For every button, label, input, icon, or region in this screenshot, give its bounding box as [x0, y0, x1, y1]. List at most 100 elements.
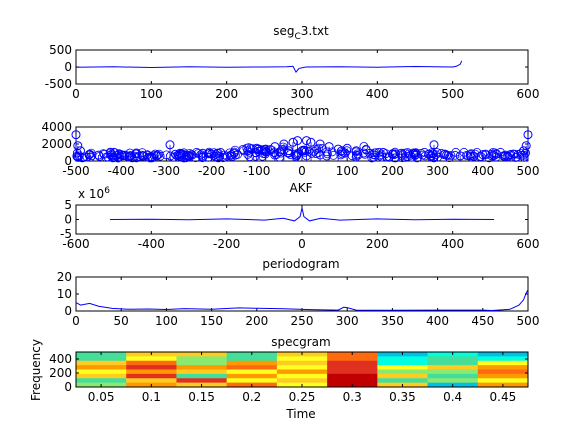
specgram-cell — [126, 369, 177, 375]
spectrum-point — [429, 140, 439, 150]
specgram-cell — [427, 365, 479, 371]
specgram-cell — [176, 360, 228, 366]
x-tick-label: 450 — [471, 314, 494, 328]
x-tick-label: 0.25 — [289, 390, 316, 404]
spectrum-point — [365, 148, 375, 158]
panel-spectrum-title: spectrum — [273, 104, 330, 118]
specgram-cell — [327, 378, 378, 384]
spectrum-point — [279, 139, 289, 149]
x-tick-label: 400 — [471, 164, 494, 178]
spectrum-marker-texture — [475, 152, 485, 162]
spectrum-marker-texture — [299, 146, 309, 156]
panel-periodogram: periodogram 0 50 100 150 200 250 300 350 400 450 5… — [57, 257, 540, 328]
x-tick-label: 0.2 — [242, 390, 261, 404]
specgram-cell — [226, 360, 278, 366]
panel-specgram: specgram 0.05 0.1 0.15 0.2 0.25 0.3 0.35 0.4 0.4… — [29, 335, 529, 421]
x-tick-label: -400 — [108, 164, 135, 178]
specgram-cell — [377, 356, 429, 362]
specgram-cell — [176, 373, 228, 379]
spectrum-point — [521, 141, 531, 151]
specgram-cell — [477, 365, 529, 371]
specgram-cell — [176, 369, 228, 375]
spectrum-point — [523, 130, 533, 140]
panel-spectrum-ticks: -500 -400 -300 -200 -100 0 100 200 300 400 500 4000… — [41, 120, 539, 178]
spectrum-point — [216, 148, 226, 157]
spectrum-point — [198, 148, 208, 158]
x-tick-label: -400 — [138, 237, 165, 251]
spectrum-marker-texture — [285, 150, 295, 159]
x-tick-label: 600 — [517, 237, 540, 251]
x-tick-label: 150 — [200, 314, 223, 328]
spectrum-point — [94, 150, 104, 160]
spectrum-marker-texture — [444, 153, 454, 163]
akf-series-line — [109, 207, 495, 222]
x-tick-label: 0 — [298, 237, 306, 251]
spectrum-point — [229, 148, 239, 158]
spectrum-point — [252, 143, 262, 153]
y-tick-label: 200 — [49, 366, 72, 380]
specgram-cell — [477, 369, 529, 375]
spectrum-point — [509, 149, 519, 159]
spectrum-point — [306, 137, 316, 147]
spectrum-point — [324, 142, 334, 152]
x-tick-label: 0.45 — [490, 390, 517, 404]
specgram-cell — [377, 369, 429, 375]
spectrum-marker-texture — [413, 153, 423, 162]
spectrum-point — [139, 151, 149, 161]
spectrum-point — [207, 149, 217, 159]
spectrum-marker-texture — [377, 150, 387, 160]
specgram-cell — [126, 360, 177, 366]
spectrum-marker-texture — [492, 149, 501, 159]
spectrum-point — [107, 151, 117, 161]
x-tick-label: 0.05 — [88, 390, 115, 404]
spectrum-point — [261, 144, 271, 154]
spectrum-marker-texture — [143, 152, 153, 162]
spectrum-point — [184, 151, 194, 160]
x-tick-label: 500 — [517, 164, 540, 178]
specgram-ylabel: Frequency — [29, 339, 43, 401]
specgram-cell — [226, 365, 278, 371]
spectrum-marker-texture — [225, 148, 235, 158]
y-tick-label: -500 — [45, 77, 72, 91]
x-tick-label: 600 — [517, 87, 540, 101]
spectrum-point — [342, 143, 352, 153]
specgram-cell — [126, 378, 177, 384]
specgram-cell — [176, 365, 228, 371]
periodogram-series-line — [75, 289, 529, 312]
y-tick-label: 2000 — [41, 137, 72, 151]
x-tick-label: 500 — [517, 314, 540, 328]
spectrum-marker-texture — [120, 150, 129, 160]
spectrum-point — [455, 151, 465, 161]
x-tick-label: -200 — [198, 164, 225, 178]
specgram-cell — [377, 378, 429, 384]
x-tick-label: 300 — [426, 164, 449, 178]
x-tick-label: 0.15 — [188, 390, 215, 404]
y-tick-label: 0 — [64, 304, 72, 318]
spectrum-marker-texture — [512, 152, 521, 162]
specgram-cell — [327, 373, 378, 379]
spectrum-point — [302, 136, 311, 146]
spectrum-point — [469, 151, 479, 161]
spectrum-point — [519, 146, 528, 156]
spectrum-point — [487, 151, 497, 161]
x-tick-label: 200 — [215, 87, 238, 101]
spectrum-point — [424, 149, 434, 159]
specgram-cell — [76, 356, 127, 362]
specgram-cell — [276, 360, 328, 366]
x-tick-label: 100 — [140, 87, 163, 101]
spectrum-point — [333, 144, 343, 154]
spectrum-point — [297, 146, 307, 156]
x-tick-label: 300 — [291, 87, 314, 101]
x-tick-label: -100 — [243, 164, 270, 178]
x-tick-label: -500 — [62, 164, 89, 178]
x-tick-label: 0.1 — [142, 390, 161, 404]
specgram-cell — [477, 356, 529, 362]
spectrum-marker-texture — [265, 144, 275, 154]
panel-specgram-title: specgram — [271, 335, 330, 349]
spectrum-point — [478, 150, 488, 160]
y-tick-label: 500 — [49, 43, 72, 57]
